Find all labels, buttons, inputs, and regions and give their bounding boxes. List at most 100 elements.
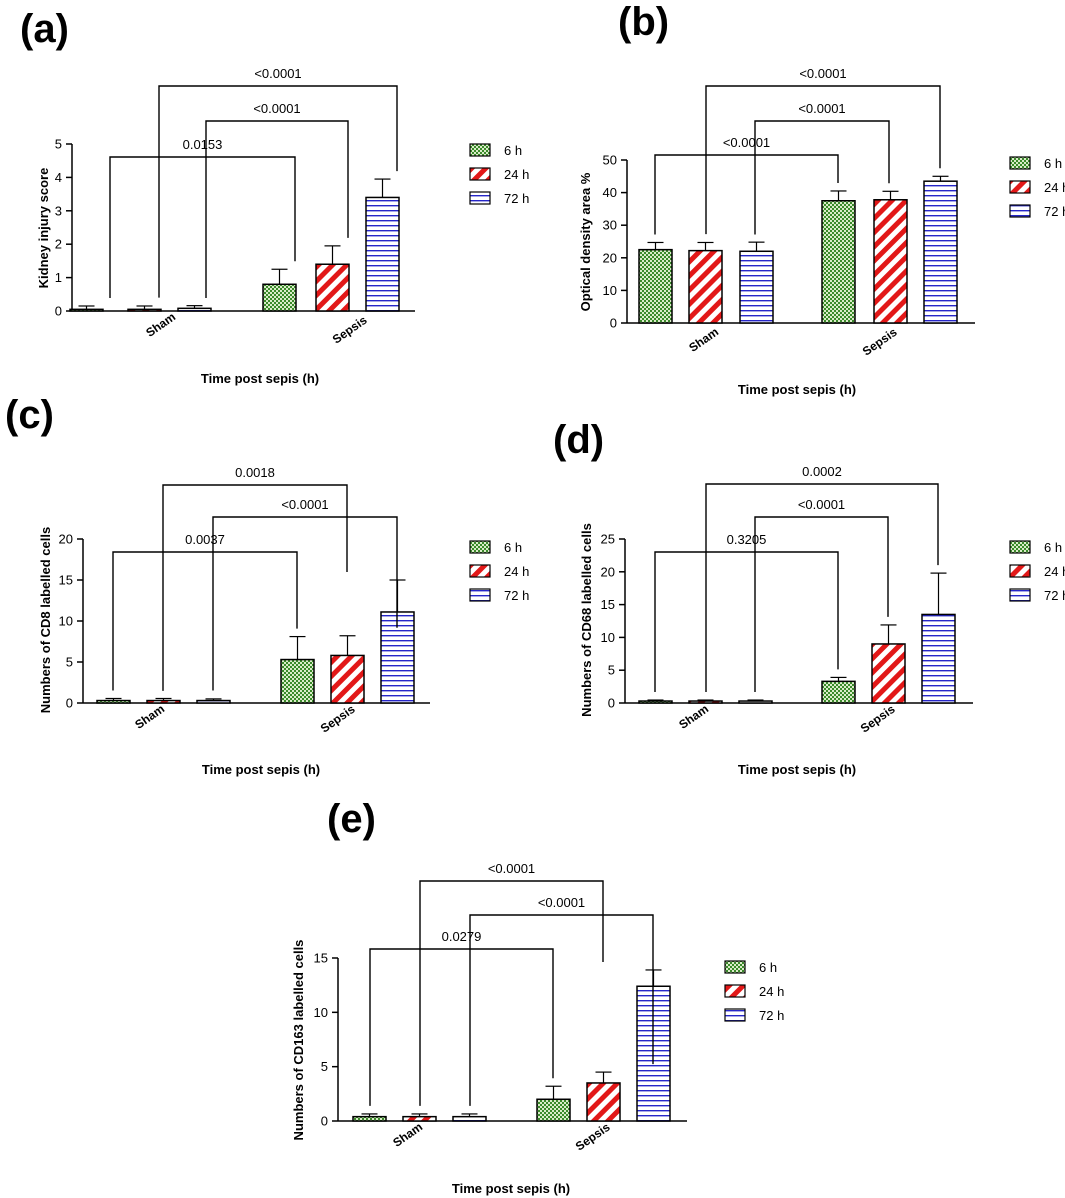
y-axis-title: Optical density area % — [578, 172, 593, 311]
y-tick-label: 5 — [608, 663, 615, 678]
bar-sepsis-24h — [330, 654, 365, 704]
bar-sham-24h — [146, 699, 181, 704]
legend-swatch — [469, 564, 491, 578]
bar-sepsis-24h — [586, 1082, 621, 1122]
bar-sham-72h — [452, 1115, 487, 1122]
bar-sepsis-72h — [921, 613, 956, 704]
p-value-label: <0.0001 — [538, 895, 585, 910]
legend-swatch — [724, 1008, 746, 1022]
legend-swatch — [1009, 588, 1031, 602]
bar-sham-24h — [688, 700, 723, 704]
significance-bracket — [705, 85, 941, 235]
y-tick-label: 0 — [55, 304, 62, 319]
y-tick-label: 25 — [601, 532, 615, 547]
y-axis-title: Numbers of CD163 labelled cells — [291, 940, 306, 1141]
y-tick-label: 30 — [603, 218, 617, 233]
x-category-label: Sham — [143, 310, 178, 340]
p-value-label: <0.0001 — [798, 497, 845, 512]
legend-label: 72 h — [1044, 588, 1065, 603]
y-tick-label: 0 — [608, 696, 615, 711]
bar-sham-72h — [177, 307, 212, 312]
legend-swatch — [469, 191, 491, 205]
y-tick-label: 40 — [603, 185, 617, 200]
x-axis-title: Time post sepis (h) — [201, 371, 319, 386]
y-tick-label: 10 — [603, 283, 617, 298]
legend-swatch — [1009, 180, 1031, 194]
significance-bracket — [162, 484, 348, 691]
legend-swatch — [1009, 156, 1031, 170]
y-tick-label: 1 — [55, 270, 62, 285]
bar-sepsis-6h — [536, 1098, 571, 1122]
y-tick-label: 0 — [610, 316, 617, 331]
significance-bracket — [754, 516, 889, 693]
p-value-label: <0.0001 — [798, 101, 845, 116]
x-axis-title: Time post sepis (h) — [202, 762, 320, 777]
bar-sham-6h — [96, 699, 131, 704]
significance-bracket — [112, 551, 298, 691]
y-tick-label: 10 — [314, 1005, 328, 1020]
bar-sepsis-6h — [821, 200, 856, 324]
panel-label: (a) — [20, 7, 69, 51]
y-tick-label: 0 — [321, 1114, 328, 1129]
bar-sepsis-24h — [315, 263, 350, 312]
legend-label: 24 h — [1044, 180, 1065, 195]
chart-panel-a: (a) 0 1 2 3 4 5 Sham Sepsis Time post sepis (h) Ki… — [20, 7, 529, 386]
x-axis-title: Time post sepis (h) — [738, 762, 856, 777]
significance-bracket — [158, 85, 398, 298]
legend-swatch — [469, 167, 491, 181]
p-value-label: 0.3205 — [727, 532, 767, 547]
significance-bracket — [654, 551, 839, 693]
bar-sham-6h — [352, 1115, 387, 1122]
x-category-label: Sham — [132, 702, 167, 732]
y-tick-label: 2 — [55, 237, 62, 252]
bar-sham-24h — [127, 308, 162, 312]
p-value-label: <0.0001 — [281, 497, 328, 512]
p-value-label: <0.0001 — [799, 66, 846, 81]
y-tick-label: 15 — [59, 573, 73, 588]
significance-bracket — [369, 948, 554, 1106]
chart-panel-d: (d) 0 5 10 15 20 25 Sham Sepsis Time post sepis (… — [553, 418, 1065, 777]
y-tick-label: 10 — [59, 614, 73, 629]
panel-label: (b) — [618, 0, 669, 44]
y-tick-label: 20 — [603, 250, 617, 265]
bar-sepsis-24h — [871, 643, 906, 704]
legend-label: 6 h — [759, 960, 777, 975]
legend-label: 24 h — [1044, 564, 1065, 579]
chart-panel-c: (c) 0 5 10 15 20 Sham Sepsis Time post sepis (h)… — [5, 393, 529, 777]
bar-sham-72h — [196, 699, 231, 704]
significance-bracket — [754, 120, 890, 235]
legend-swatch — [1009, 204, 1031, 218]
legend-label: 6 h — [1044, 156, 1062, 171]
y-axis-title: Numbers of CD68 labelled cells — [579, 523, 594, 717]
legend-label: 72 h — [504, 191, 529, 206]
legend-label: 72 h — [504, 588, 529, 603]
chart-panel-e: (e) 0 5 10 15 Sham Sepsis Time post sepis (h) Nu… — [291, 797, 784, 1196]
y-tick-label: 3 — [55, 203, 62, 218]
y-axis-title: Kidney injury score — [36, 168, 51, 289]
y-tick-label: 50 — [603, 153, 617, 168]
p-value-label: 0.0018 — [235, 465, 275, 480]
x-category-label: Sepsis — [330, 313, 370, 347]
significance-bracket — [109, 156, 296, 298]
bar-sham-24h — [688, 249, 723, 324]
legend-swatch — [469, 143, 491, 157]
x-axis-title: Time post sepis (h) — [738, 382, 856, 397]
x-category-label: Sham — [676, 702, 711, 732]
x-axis-title: Time post sepis (h) — [452, 1181, 570, 1196]
y-tick-label: 10 — [601, 630, 615, 645]
bar-sepsis-72h — [923, 180, 958, 324]
p-value-label: 0.0037 — [185, 532, 225, 547]
y-tick-label: 5 — [55, 137, 62, 152]
y-tick-label: 15 — [314, 951, 328, 966]
y-tick-label: 0 — [66, 696, 73, 711]
legend-label: 6 h — [504, 540, 522, 555]
bar-sham-72h — [738, 700, 773, 704]
significance-bracket — [205, 120, 349, 298]
bar-sepsis-6h — [821, 680, 856, 704]
legend-swatch — [1009, 564, 1031, 578]
bar-sham-6h — [638, 700, 673, 704]
significance-bracket — [705, 483, 939, 693]
p-value-label: <0.0001 — [488, 861, 535, 876]
legend-label: 6 h — [1044, 540, 1062, 555]
